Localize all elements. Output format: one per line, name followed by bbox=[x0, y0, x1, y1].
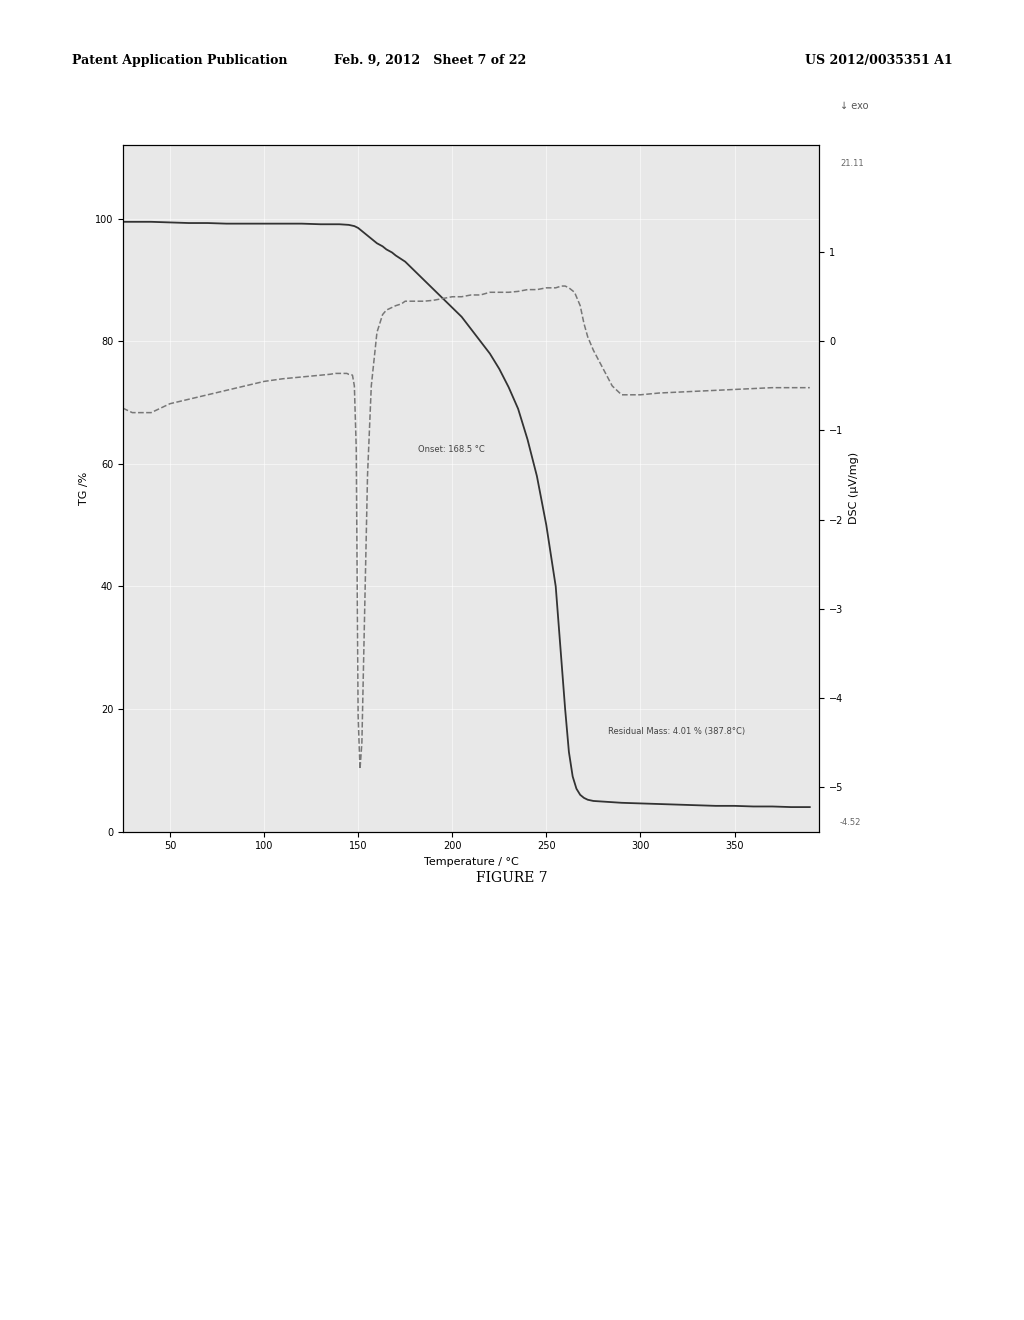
Y-axis label: DSC (µV/mg): DSC (µV/mg) bbox=[849, 453, 859, 524]
Text: 21.11: 21.11 bbox=[840, 158, 863, 168]
Text: Patent Application Publication: Patent Application Publication bbox=[72, 54, 287, 67]
Text: FIGURE 7: FIGURE 7 bbox=[476, 871, 548, 884]
Text: Onset: 168.5 °C: Onset: 168.5 °C bbox=[419, 445, 485, 454]
Text: US 2012/0035351 A1: US 2012/0035351 A1 bbox=[805, 54, 952, 67]
Text: -4.52: -4.52 bbox=[840, 817, 861, 826]
Text: Residual Mass: 4.01 % (387.8°C): Residual Mass: 4.01 % (387.8°C) bbox=[608, 726, 745, 735]
Text: ↓ exo: ↓ exo bbox=[840, 100, 868, 111]
Y-axis label: TG /%: TG /% bbox=[79, 471, 89, 506]
X-axis label: Temperature / °C: Temperature / °C bbox=[424, 857, 518, 867]
Text: Feb. 9, 2012   Sheet 7 of 22: Feb. 9, 2012 Sheet 7 of 22 bbox=[334, 54, 526, 67]
